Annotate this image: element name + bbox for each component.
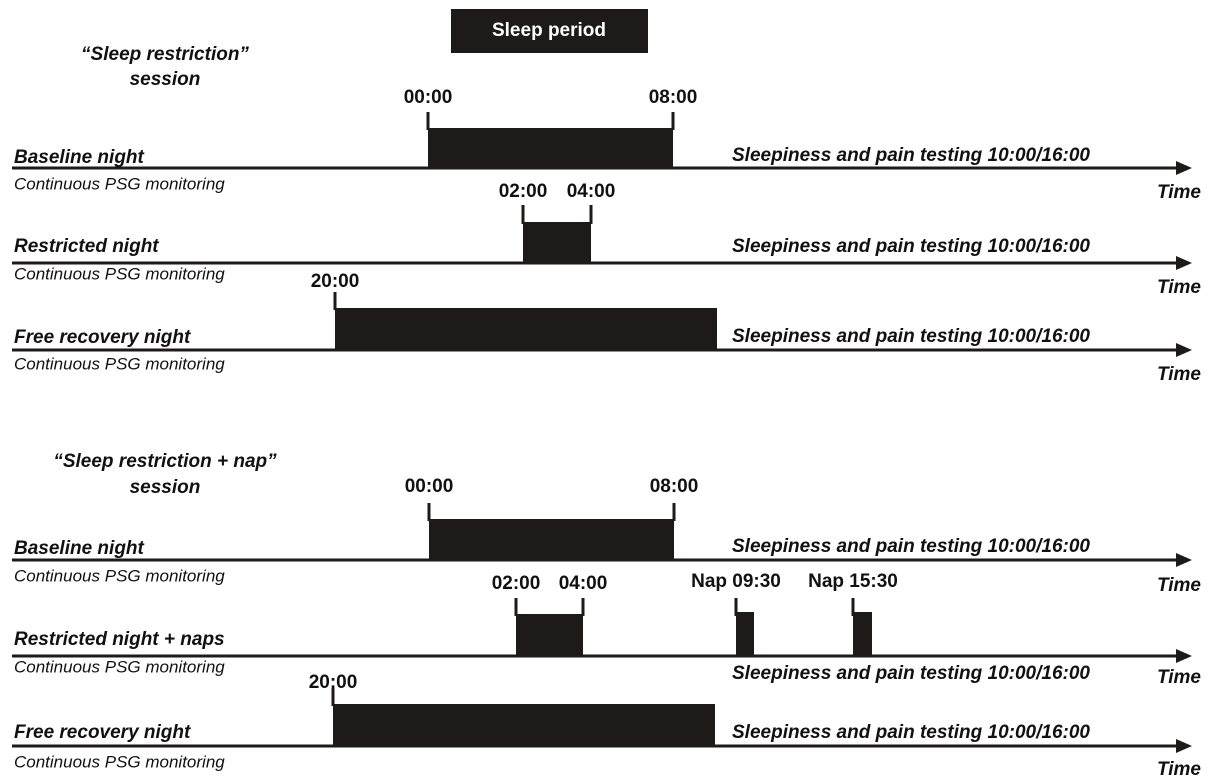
sleep-bar <box>736 612 754 656</box>
testing-label: Sleepiness and pain testing 10:00/16:00 <box>732 326 1090 347</box>
testing-label: Sleepiness and pain testing 10:00/16:00 <box>732 236 1090 257</box>
legend-box <box>451 9 648 53</box>
sleep-bar <box>429 519 674 560</box>
time-label: 20:00 <box>309 672 358 693</box>
axis-label: Time <box>1157 182 1201 203</box>
row-label: Restricted night <box>14 236 159 257</box>
row-sublabel: Continuous PSG monitoring <box>14 566 225 585</box>
time-label: Nap 15:30 <box>808 571 898 592</box>
sleep-bar <box>516 614 583 656</box>
row-label: Free recovery night <box>14 327 191 348</box>
time-label: 02:00 <box>492 573 541 594</box>
sleep-bar <box>335 308 717 350</box>
time-label: 04:00 <box>559 573 608 594</box>
row-label: Baseline night <box>14 538 145 559</box>
row-sublabel: Continuous PSG monitoring <box>14 264 225 283</box>
session-title: “Sleep restriction” <box>81 44 249 65</box>
sleep-bar <box>428 128 673 168</box>
row-sublabel: Continuous PSG monitoring <box>14 354 225 373</box>
legend-label: Sleep period <box>492 20 606 41</box>
time-label: 00:00 <box>404 87 453 108</box>
session-title: session <box>130 477 201 498</box>
axis-label: Time <box>1157 667 1201 688</box>
testing-label: Sleepiness and pain testing 10:00/16:00 <box>732 145 1090 166</box>
axis-arrow <box>1176 161 1192 175</box>
sleep-bar <box>523 222 591 263</box>
axis-arrow <box>1176 343 1192 357</box>
session-title: session <box>130 69 201 90</box>
axis-arrow <box>1176 649 1192 663</box>
time-label: 20:00 <box>311 271 360 292</box>
axis-arrow <box>1176 256 1192 270</box>
sleep-bar <box>333 704 715 746</box>
axis-arrow <box>1176 739 1192 753</box>
axis-arrow <box>1176 553 1192 567</box>
axis-label: Time <box>1157 575 1201 596</box>
axis-label: Time <box>1157 759 1201 778</box>
row-sublabel: Continuous PSG monitoring <box>14 174 225 193</box>
row-label: Baseline night <box>14 147 145 168</box>
testing-label: Sleepiness and pain testing 10:00/16:00 <box>732 722 1090 743</box>
time-label: 02:00 <box>499 181 548 202</box>
testing-label: Sleepiness and pain testing 10:00/16:00 <box>732 663 1090 684</box>
row-sublabel: Continuous PSG monitoring <box>14 657 225 676</box>
time-label: 00:00 <box>405 476 454 497</box>
row-label: Free recovery night <box>14 722 191 743</box>
row-label: Restricted night + naps <box>14 629 225 650</box>
time-label: 08:00 <box>650 476 699 497</box>
time-label: Nap 09:30 <box>691 571 781 592</box>
time-label: 04:00 <box>567 181 616 202</box>
time-label: 08:00 <box>649 87 698 108</box>
session-title: “Sleep restriction + nap” <box>53 451 277 472</box>
axis-label: Time <box>1157 364 1201 385</box>
axis-label: Time <box>1157 277 1201 298</box>
sleep-bar <box>853 612 872 656</box>
testing-label: Sleepiness and pain testing 10:00/16:00 <box>732 536 1090 557</box>
row-sublabel: Continuous PSG monitoring <box>14 752 225 771</box>
